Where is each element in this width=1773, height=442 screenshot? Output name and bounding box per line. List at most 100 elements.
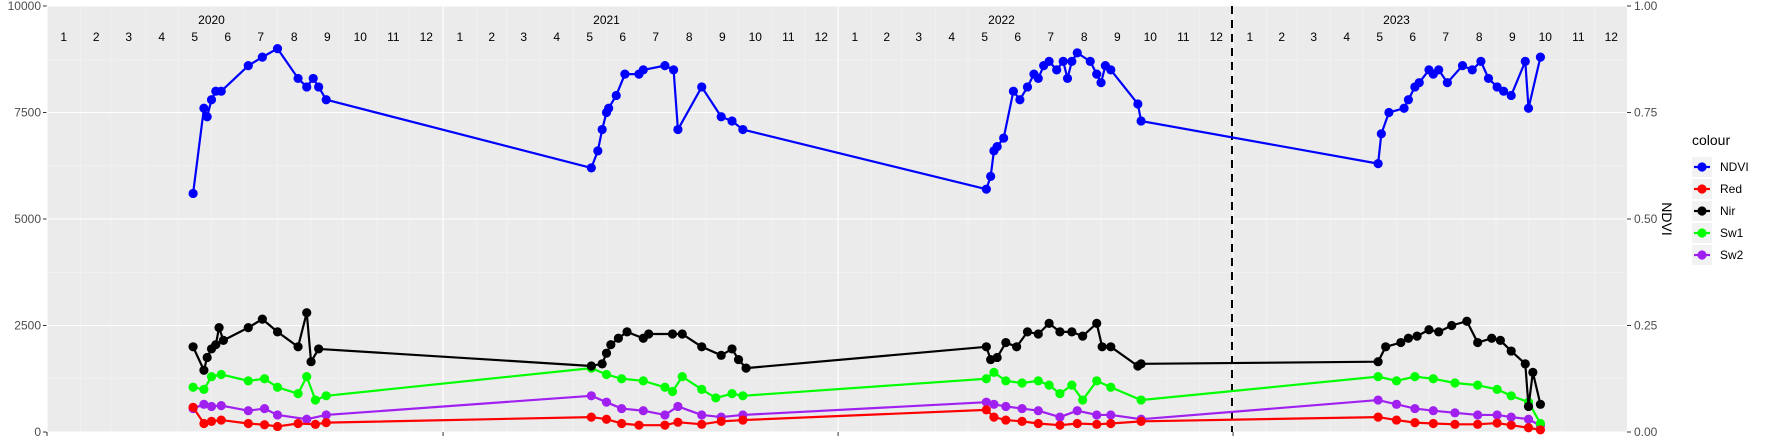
month-label: 6 (1014, 30, 1021, 44)
red-data-point (199, 418, 209, 429)
month-label: 8 (686, 30, 693, 44)
nir-data-point (992, 352, 1002, 363)
nir-data-point (613, 333, 623, 343)
month-label: 11 (782, 30, 795, 44)
sw1-data-point (1492, 384, 1502, 394)
nir-data-point (727, 344, 737, 354)
nir-legend-key-point (1697, 206, 1707, 216)
nir-data-point (302, 308, 312, 318)
legend-title: colour (1692, 132, 1730, 148)
sw2-data-point (673, 401, 683, 412)
sw1-data-point (1391, 376, 1402, 386)
nir-data-point (1462, 316, 1472, 326)
nir-data-point (622, 327, 632, 337)
ndvi-data-point (1520, 56, 1530, 66)
red-data-point (981, 405, 991, 415)
nir-data-point (601, 348, 612, 358)
month-label: 6 (224, 30, 231, 44)
sw2-data-point (1428, 406, 1438, 416)
month-label: 12 (815, 30, 829, 44)
ndvi-data-point (1442, 78, 1452, 88)
ndvi-data-point (1523, 103, 1534, 113)
month-label: 8 (291, 30, 298, 44)
ndvi-data-point (216, 86, 226, 96)
red-data-point (1523, 423, 1534, 433)
sw2-data-point (1391, 399, 1402, 409)
sw1-legend-key-point (1697, 228, 1707, 238)
ndvi-data-point (673, 124, 683, 135)
ndvi-data-point (1399, 103, 1409, 113)
sw2-data-point (1017, 403, 1027, 414)
red-data-point (989, 412, 999, 422)
ndvi-data-point (1033, 73, 1043, 84)
ndvi-data-point (1092, 69, 1102, 79)
sw2-data-point (243, 406, 253, 416)
ndvi-data-point (1062, 73, 1073, 84)
month-label: 11 (1572, 30, 1585, 44)
month-label: 5 (586, 30, 593, 44)
sw1-data-point (243, 376, 253, 386)
ndvi-data-point (597, 124, 607, 135)
nir-data-point (1434, 327, 1444, 337)
y-right-tick-label: 0.25 (1634, 319, 1658, 333)
red-data-point (1092, 419, 1102, 429)
nir-data-point (214, 323, 224, 333)
sw2-legend-label: Sw2 (1720, 248, 1744, 262)
month-label: 1 (60, 30, 67, 44)
red-data-point (697, 419, 707, 429)
sw1-data-point (1450, 378, 1460, 388)
month-label: 8 (1081, 30, 1088, 44)
red-data-point (310, 419, 320, 429)
red-data-point (293, 418, 303, 429)
ndvi-data-point (1457, 61, 1468, 71)
nir-data-point (1487, 333, 1497, 343)
nir-data-point (1106, 342, 1116, 352)
month-label: 2 (1278, 30, 1285, 44)
sw1-data-point (711, 393, 721, 403)
sw1-data-point (1106, 382, 1116, 392)
sw2-data-point (1506, 412, 1516, 422)
nir-data-point (211, 340, 221, 350)
nir-data-point (188, 342, 198, 352)
red-data-point (673, 417, 683, 427)
nir-data-point (1473, 337, 1483, 348)
nir-data-point (1092, 318, 1102, 328)
sw2-data-point (981, 397, 991, 407)
sw1-data-point (259, 374, 270, 384)
month-label: 12 (1210, 30, 1224, 44)
month-label: 7 (1047, 30, 1054, 44)
sw2-data-point (660, 410, 670, 420)
y-left-tick-label: 7500 (14, 106, 41, 120)
sw1-data-point (677, 372, 687, 382)
nir-data-point (644, 329, 654, 339)
ndvi-data-point (1106, 65, 1116, 75)
ndvi-data-point (992, 141, 1002, 152)
nir-data-point (257, 314, 267, 324)
nir-data-point (1055, 327, 1065, 337)
month-label: 6 (1409, 30, 1416, 44)
month-label: 7 (257, 30, 264, 44)
month-label: 3 (915, 30, 922, 44)
nir-data-point (1097, 342, 1107, 352)
ndvi-data-point (1085, 56, 1095, 66)
ndvi-data-point (1067, 56, 1077, 66)
red-data-point (601, 414, 612, 424)
nir-data-point (1022, 327, 1033, 337)
month-label: 2 (93, 30, 100, 44)
ndvi-data-point (202, 112, 212, 122)
sw2-data-point (586, 391, 596, 401)
sw2-data-point (601, 397, 612, 407)
sw1-data-point (617, 374, 627, 384)
year-label: 2023 (1383, 13, 1410, 27)
nir-data-point (606, 340, 616, 350)
ndvi-data-point (999, 133, 1009, 143)
sw1-data-point (638, 376, 648, 386)
nir-data-point (1403, 333, 1413, 343)
sw1-data-point (727, 389, 737, 399)
sw2-data-point (272, 410, 283, 420)
ndvi-data-point (257, 52, 267, 62)
sw2-data-point (206, 401, 217, 412)
red-data-point (1017, 416, 1027, 426)
sw1-data-point (310, 395, 320, 405)
nir-data-point (314, 344, 324, 354)
